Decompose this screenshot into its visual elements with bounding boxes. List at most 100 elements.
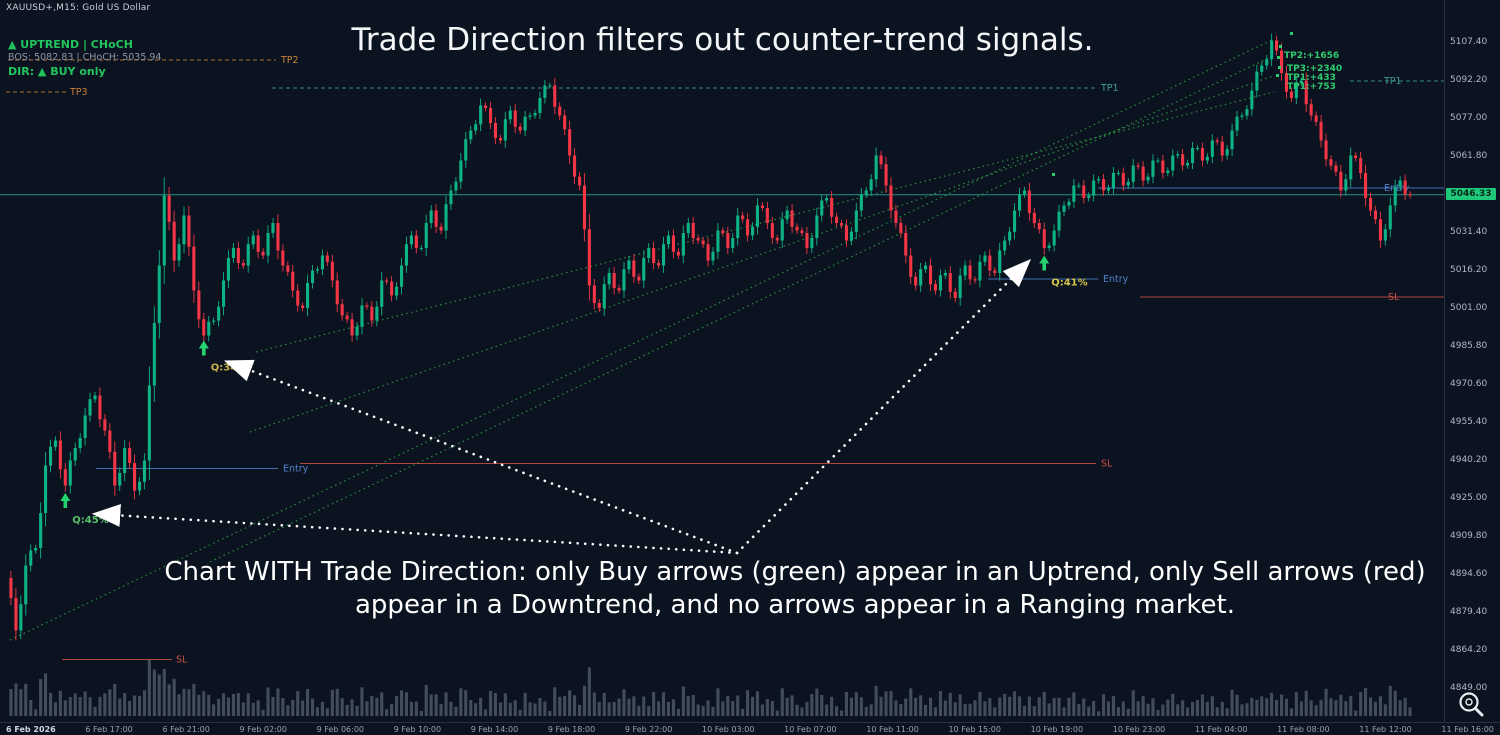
candle bbox=[340, 304, 344, 316]
magnifier-icon[interactable] bbox=[1456, 689, 1486, 719]
trend-line[interactable] bbox=[255, 91, 1275, 353]
candle bbox=[1195, 148, 1199, 149]
candle bbox=[528, 115, 532, 117]
tp-hit-dot bbox=[1279, 45, 1282, 48]
price-axis[interactable]: 5107.40 5092.20 5077.00 5061.80 5031.40 5016.… bbox=[1444, 0, 1500, 722]
candle bbox=[558, 106, 562, 116]
candle bbox=[1289, 91, 1293, 98]
candlestick-chart[interactable]: TP2 TP3 TP1 TP1 Entry SL Entry Entry SL SL Q:45% Q:… bbox=[0, 0, 1445, 722]
price-axis-label: 4940.20 bbox=[1450, 455, 1488, 465]
volume-bar bbox=[686, 696, 690, 716]
volume-bar bbox=[597, 702, 601, 716]
candle bbox=[207, 321, 211, 336]
volume-bar bbox=[390, 703, 394, 717]
price-axis-label: 4970.60 bbox=[1450, 379, 1488, 389]
volume-bar bbox=[1260, 696, 1264, 717]
candle bbox=[1270, 40, 1274, 60]
candle bbox=[968, 265, 972, 280]
price-axis-label: 4925.00 bbox=[1450, 493, 1488, 503]
chart-symbol-title: XAUUSD+,M15: Gold US Dollar bbox=[6, 3, 151, 13]
volume-bar bbox=[1092, 701, 1096, 716]
candle bbox=[68, 460, 72, 486]
volume-bar bbox=[592, 692, 596, 716]
candle bbox=[1359, 158, 1363, 173]
trade-direction-label: DIR: ▲ BUY only bbox=[8, 64, 106, 78]
candle bbox=[993, 270, 997, 273]
volume-bar bbox=[790, 695, 794, 717]
volume-bar bbox=[83, 691, 87, 716]
price-axis-label: 4879.40 bbox=[1450, 607, 1488, 617]
volume-bar bbox=[513, 700, 517, 717]
volume-bar bbox=[301, 700, 305, 716]
volume-bar bbox=[113, 683, 117, 717]
candle bbox=[128, 448, 132, 463]
trend-line[interactable] bbox=[249, 75, 1274, 433]
volume-bar bbox=[98, 696, 102, 717]
candle bbox=[627, 260, 631, 270]
callout-arrow bbox=[735, 258, 1032, 555]
trend-line[interactable] bbox=[209, 55, 1274, 563]
candle bbox=[98, 395, 102, 420]
volume-bar bbox=[1354, 710, 1358, 716]
volume-bar bbox=[889, 691, 893, 716]
volume-bar bbox=[459, 688, 463, 717]
candle bbox=[311, 270, 315, 283]
volume-bar bbox=[1106, 701, 1110, 716]
candle bbox=[1354, 155, 1358, 158]
candle bbox=[1166, 170, 1170, 173]
candle bbox=[58, 440, 62, 470]
caption-line-2: appear in a Downtrend, and no arrows app… bbox=[355, 590, 1235, 621]
level-label: Entry bbox=[1103, 274, 1129, 285]
volume-bar bbox=[1102, 694, 1106, 717]
signal-quality-label: Q:45% bbox=[72, 515, 108, 526]
volume-bar bbox=[222, 693, 226, 717]
candle bbox=[1102, 179, 1106, 191]
volume-bar bbox=[128, 701, 132, 716]
candle bbox=[701, 240, 705, 245]
caption-text: Chart WITH Trade Direction: only Buy arr… bbox=[145, 556, 1445, 623]
candle bbox=[1220, 141, 1224, 156]
trend-line[interactable] bbox=[9, 39, 1273, 641]
candle bbox=[1378, 219, 1382, 241]
volume-bar bbox=[375, 697, 379, 717]
volume-bar bbox=[202, 691, 206, 717]
volume-bar bbox=[909, 688, 913, 717]
volume-bar bbox=[1349, 695, 1353, 717]
candle bbox=[335, 280, 339, 305]
volume-bar bbox=[187, 689, 191, 717]
tp-hit-dot bbox=[1277, 56, 1280, 59]
candle bbox=[1304, 80, 1308, 105]
candle bbox=[34, 548, 38, 551]
price-axis-label: 5001.00 bbox=[1450, 303, 1488, 313]
volume-bar bbox=[1299, 701, 1303, 716]
volume-bar bbox=[404, 692, 408, 717]
candle bbox=[874, 155, 878, 180]
candle bbox=[197, 290, 201, 320]
volume-bar bbox=[1373, 701, 1377, 717]
volume-bar bbox=[894, 700, 898, 716]
volume-bar bbox=[711, 706, 715, 717]
volume-bar bbox=[340, 698, 344, 717]
price-axis-label: 4909.80 bbox=[1450, 531, 1488, 541]
volume-bar bbox=[607, 702, 611, 717]
volume-bar bbox=[662, 692, 666, 717]
candle bbox=[864, 190, 868, 195]
volume-bar bbox=[138, 695, 142, 717]
candle bbox=[503, 119, 507, 141]
candle bbox=[1072, 185, 1076, 202]
volume-bar bbox=[1008, 696, 1012, 717]
volume-bar bbox=[360, 687, 364, 717]
candle bbox=[538, 98, 542, 113]
candle bbox=[24, 565, 28, 605]
headline-text: Trade Direction filters out counter-tren… bbox=[351, 22, 1094, 58]
candle bbox=[1260, 65, 1264, 72]
candle bbox=[1349, 155, 1353, 180]
time-axis-label: 9 Feb 06:00 bbox=[316, 724, 365, 734]
candle bbox=[1205, 156, 1209, 161]
volume-bar bbox=[746, 690, 750, 717]
time-axis-label: 10 Feb 03:00 bbox=[702, 724, 755, 734]
time-axis[interactable]: 6 Feb 2026 6 Feb 17:00 6 Feb 21:00 9 Feb 02… bbox=[0, 722, 1500, 735]
candle bbox=[1210, 140, 1214, 157]
volume-bar bbox=[152, 669, 156, 716]
candle bbox=[1230, 130, 1234, 150]
